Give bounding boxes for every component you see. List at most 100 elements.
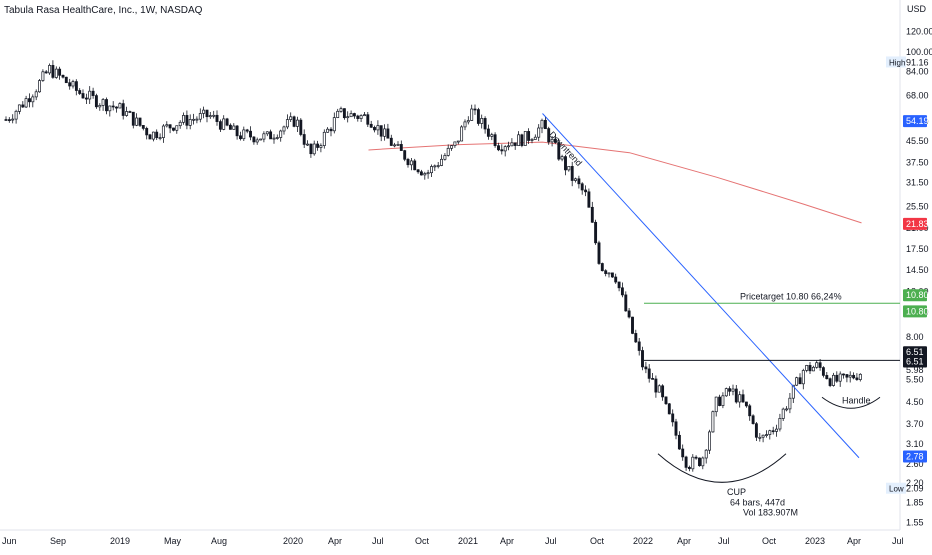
- candle-body-up: [781, 408, 785, 419]
- candle-body-down: [520, 134, 524, 146]
- price-tick-label: 68.00: [906, 91, 929, 101]
- candle: [701, 456, 705, 470]
- candle-body-down: [84, 97, 88, 100]
- candle: [631, 316, 634, 335]
- candle-body-down: [292, 116, 296, 127]
- candle-body-down: [728, 388, 732, 392]
- price-tick-label: 3.70: [906, 419, 924, 429]
- price-tick-label: 1.55: [906, 517, 924, 527]
- candle: [520, 133, 524, 148]
- candle-body-down: [249, 130, 252, 138]
- candle: [38, 79, 41, 93]
- candle-body-down: [580, 183, 584, 191]
- candle: [349, 110, 353, 118]
- candle: [322, 129, 326, 149]
- candle: [332, 112, 336, 134]
- time-axis[interactable]: Jun Sep 2019 May Aug 2020 Apr Jul Oct 2021 Apr Jul O…: [2, 536, 904, 546]
- candle-body-down: [654, 378, 658, 393]
- candle-body-down: [145, 128, 149, 136]
- candle: [192, 113, 196, 125]
- candle: [228, 123, 232, 130]
- candle: [399, 140, 403, 151]
- candle: [242, 126, 246, 141]
- candle-body-up: [443, 155, 447, 160]
- candle-body-up: [17, 104, 21, 112]
- candle-body-up: [48, 65, 52, 74]
- candle-body-down: [614, 276, 618, 283]
- candle-body-up: [657, 385, 661, 393]
- candle-body-up: [426, 172, 430, 175]
- candle-body-up: [295, 119, 299, 127]
- candle-body-up: [202, 109, 206, 114]
- candle: [222, 115, 226, 131]
- candle-body-up: [336, 110, 340, 118]
- candle-body-up: [466, 120, 470, 123]
- badge-bg: [903, 305, 927, 318]
- candle: [507, 141, 510, 151]
- price-tick-label: 1.85: [906, 497, 924, 507]
- candle: [714, 396, 718, 417]
- downtrend-line[interactable]: [542, 113, 860, 459]
- candle-body-up: [175, 125, 179, 131]
- price-tick-label: 4.50: [906, 397, 924, 407]
- candle-body-down: [74, 81, 78, 91]
- candle: [218, 119, 222, 132]
- candle: [245, 128, 249, 134]
- candle: [396, 141, 400, 146]
- candle-body-down: [644, 366, 648, 370]
- candle-body-down: [78, 90, 82, 94]
- candle: [557, 138, 561, 161]
- candle: [597, 240, 601, 265]
- candle: [54, 66, 58, 79]
- candle: [423, 171, 427, 180]
- candle-body-up: [332, 117, 336, 132]
- candle: [527, 128, 531, 144]
- candle-body-down: [235, 125, 239, 137]
- price-axis[interactable]: 120.00100.0084.0068.0054.0045.5037.5031.…: [886, 26, 932, 527]
- candle: [339, 106, 343, 113]
- candle: [282, 125, 286, 135]
- candle-body-down: [141, 125, 145, 129]
- candle: [604, 269, 608, 277]
- candle-body-up: [151, 131, 155, 140]
- handle-arc[interactable]: [821, 396, 881, 409]
- candle: [855, 373, 859, 381]
- candle-body-up: [778, 418, 782, 430]
- candle-body-down: [641, 350, 644, 368]
- candle: [533, 134, 537, 140]
- candle-body-down: [252, 136, 256, 143]
- candle: [741, 389, 745, 403]
- candle-body-down: [115, 106, 118, 109]
- candle-body-up: [376, 125, 380, 131]
- candle-body-up: [24, 98, 28, 108]
- candle: [14, 109, 18, 124]
- candle: [135, 113, 139, 127]
- cup-label: CUP: [727, 487, 746, 497]
- cup-arc[interactable]: [657, 453, 787, 483]
- candle: [430, 164, 433, 177]
- candle-body-down: [185, 115, 189, 126]
- candle-body-down: [172, 127, 175, 131]
- candle: [34, 89, 38, 101]
- candle-body-down: [416, 169, 420, 173]
- price-badge-low: Low 2.09: [886, 482, 924, 494]
- badge-bg: [903, 355, 927, 368]
- candle: [436, 162, 440, 169]
- candle-body-up: [322, 131, 326, 146]
- candle-body-down: [671, 413, 675, 423]
- candle-body-up: [858, 373, 862, 380]
- candle: [252, 136, 256, 145]
- candle-body-up: [242, 129, 246, 140]
- candle-body-down: [4, 119, 8, 121]
- candle: [654, 375, 658, 398]
- candle: [765, 430, 768, 438]
- candle-body-down: [513, 142, 517, 146]
- candle: [359, 114, 363, 122]
- candle-body-down: [218, 121, 222, 130]
- candle-body-up: [805, 365, 809, 371]
- candle-body-down: [366, 114, 370, 125]
- candle-body-down: [842, 373, 845, 376]
- candle-body-down: [527, 131, 531, 141]
